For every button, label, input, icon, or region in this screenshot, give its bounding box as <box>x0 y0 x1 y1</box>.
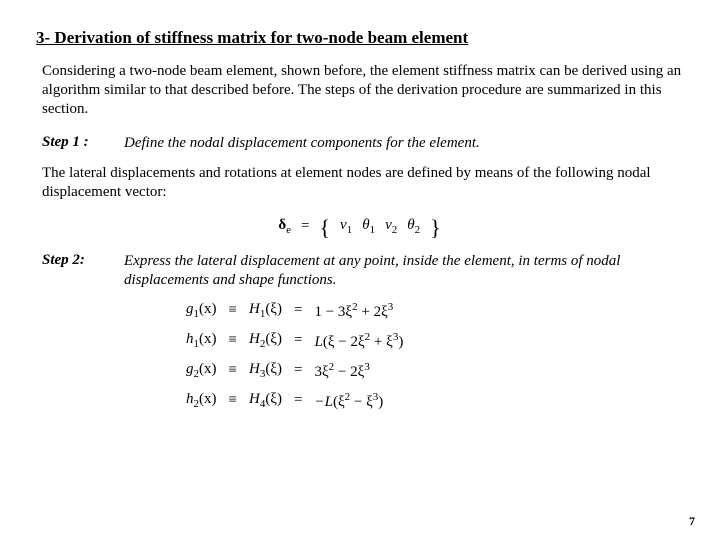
H2-sym: H <box>249 331 260 347</box>
h2-arg: (x) <box>199 391 217 407</box>
H3-sym: H <box>249 361 260 377</box>
g2-rhs-a: 3ξ <box>314 364 328 380</box>
step-1-text: Define the nodal displacement components… <box>124 134 480 154</box>
H2-arg: (ξ) <box>265 331 282 347</box>
step-2-label: Step 2: <box>42 252 102 291</box>
H4-sym: H <box>249 391 260 407</box>
H1-sym: H <box>249 301 260 317</box>
eq-1: = <box>294 302 302 319</box>
section-heading: 3- Derivation of stiffness matrix for tw… <box>36 28 683 48</box>
h1-sym: h <box>186 331 194 347</box>
h1-rhs-b: ξ − 2ξ <box>328 334 365 350</box>
step-1-body: The lateral displacements and rotations … <box>42 164 683 203</box>
h1-rhs-c: + ξ <box>370 334 393 350</box>
h2-e3: 3 <box>373 391 379 403</box>
step-1-label: Step 1 : <box>42 134 102 154</box>
step-2-row: Step 2: Express the lateral displacement… <box>42 252 683 291</box>
shape-functions: g1(x) ≡ H1(ξ) = 1 − 3ξ2 + 2ξ3 h1(x) ≡ H2… <box>186 301 683 411</box>
delta-symbol: δ <box>278 217 286 233</box>
equiv-1: ≡ <box>229 302 237 319</box>
theta2-sub: 2 <box>415 224 421 236</box>
delta-sub: e <box>286 224 291 236</box>
eq-h2: h2(x) ≡ H4(ξ) = −L(ξ2 − ξ3) <box>186 391 683 411</box>
g1-rhs-a: 1 − 3ξ <box>314 304 352 320</box>
H3-arg: (ξ) <box>265 361 282 377</box>
g1-rhs-b: + 2ξ <box>358 304 388 320</box>
step-2-text: Express the lateral displacement at any … <box>124 252 683 291</box>
eq-2: = <box>294 332 302 349</box>
theta1-sub: 1 <box>370 224 376 236</box>
equiv-3: ≡ <box>229 362 237 379</box>
h2-rhs-b: ξ <box>338 394 345 410</box>
v1: v <box>340 217 347 233</box>
H1-arg: (ξ) <box>265 301 282 317</box>
eq-g2: g2(x) ≡ H3(ξ) = 3ξ2 − 2ξ3 <box>186 361 683 381</box>
g1-e3: 3 <box>388 301 394 313</box>
eq-g1: g1(x) ≡ H1(ξ) = 1 − 3ξ2 + 2ξ3 <box>186 301 683 321</box>
g1-sym: g <box>186 301 194 317</box>
equals-sign: = <box>301 218 309 235</box>
H4-arg: (ξ) <box>265 391 282 407</box>
g2-sym: g <box>186 361 194 377</box>
delta-equation: δe = { v1 θ1 v2 θ2 } <box>36 217 683 236</box>
equiv-4: ≡ <box>229 392 237 409</box>
h2-rhs-c: − ξ <box>350 394 373 410</box>
g2-arg: (x) <box>199 361 217 377</box>
g1-arg: (x) <box>199 301 217 317</box>
theta1: θ <box>362 217 369 233</box>
page-number: 7 <box>689 514 695 529</box>
h2-sym: h <box>186 391 194 407</box>
intro-paragraph: Considering a two-node beam element, sho… <box>42 62 683 118</box>
h1-L: L <box>314 334 322 350</box>
eq-4: = <box>294 392 302 409</box>
v2-sub: 2 <box>392 224 398 236</box>
h1-e3: 3 <box>393 331 399 343</box>
h1-arg: (x) <box>199 331 217 347</box>
g2-e3: 3 <box>364 361 370 373</box>
step-1-row: Step 1 : Define the nodal displacement c… <box>42 134 683 154</box>
h2-L: −L <box>314 394 332 410</box>
v2: v <box>385 217 392 233</box>
eq-3: = <box>294 362 302 379</box>
eq-h1: h1(x) ≡ H2(ξ) = L(ξ − 2ξ2 + ξ3) <box>186 331 683 351</box>
theta2: θ <box>407 217 414 233</box>
equiv-2: ≡ <box>229 332 237 349</box>
g2-rhs-b: − 2ξ <box>334 364 364 380</box>
v1-sub: 1 <box>347 224 353 236</box>
